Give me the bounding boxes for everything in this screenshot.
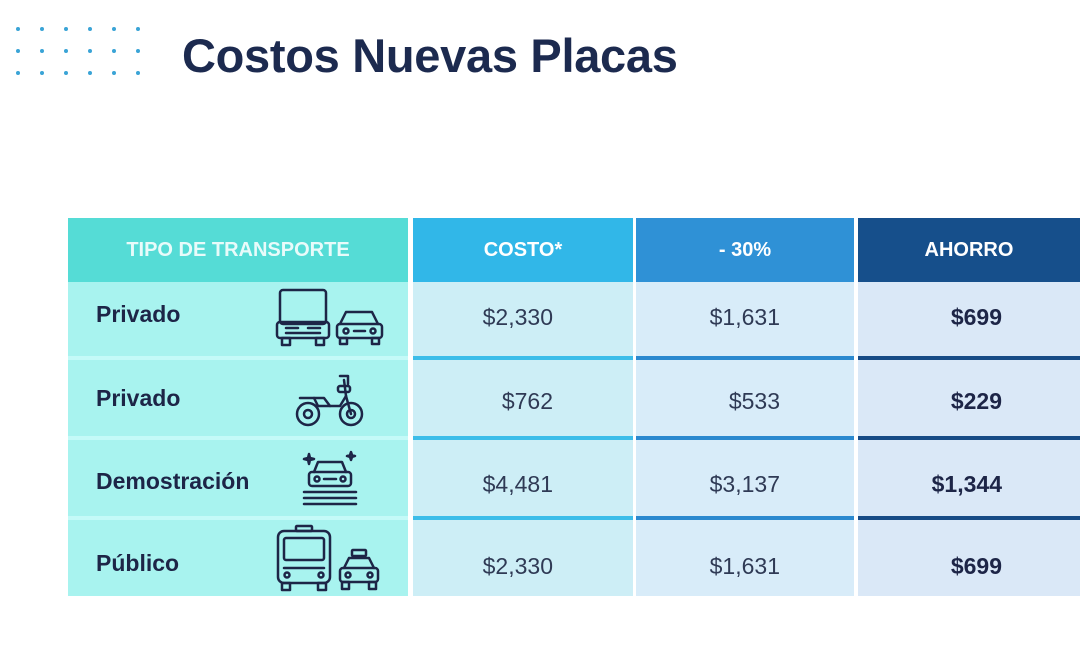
row-separator <box>636 516 854 520</box>
header-ahorro: AHORRO <box>858 218 1080 282</box>
row-1-tipo: Privado <box>96 301 181 327</box>
row-4-ahorro: $699 <box>950 553 1002 579</box>
row-1-costo: $2,330 <box>482 304 553 330</box>
row-separator <box>413 436 633 440</box>
row-separator <box>68 356 408 360</box>
row-4-costo: $2,330 <box>482 553 553 579</box>
row-separator <box>636 356 854 360</box>
row-separator <box>636 436 854 440</box>
row-separator <box>68 516 408 520</box>
bus-and-taxi-icon <box>274 524 386 592</box>
header-costo: COSTO* <box>413 218 633 282</box>
truck-and-car-icon <box>274 286 386 348</box>
row-2-descuento: $533 <box>728 388 780 414</box>
row-3-ahorro: $1,344 <box>931 471 1002 497</box>
row-separator <box>68 436 408 440</box>
row-2-costo: $762 <box>501 388 553 414</box>
row-2-tipo: Privado <box>96 385 181 411</box>
header-tipo: TIPO DE TRANSPORTE <box>68 218 408 282</box>
row-1-descuento: $1,631 <box>709 304 780 330</box>
row-4-tipo: Público <box>96 550 180 576</box>
row-separator <box>858 356 1080 360</box>
row-separator <box>858 516 1080 520</box>
motorcycle-icon <box>294 372 366 430</box>
row-2-ahorro: $229 <box>950 388 1002 414</box>
row-3-tipo: Demostración <box>96 468 250 494</box>
row-separator <box>413 516 633 520</box>
row-3-costo: $4,481 <box>482 471 553 497</box>
row-1-ahorro: $699 <box>950 304 1002 330</box>
page-title: Costos Nuevas Placas <box>182 29 678 82</box>
header-descuento: - 30% <box>636 218 854 282</box>
row-separator <box>413 356 633 360</box>
row-separator <box>858 436 1080 440</box>
showroom-car-icon <box>301 450 359 506</box>
costs-table: TIPO DE TRANSPORTE COSTO* - 30% AHORRO P… <box>68 218 1080 596</box>
row-4-descuento: $1,631 <box>709 553 780 579</box>
row-3-descuento: $3,137 <box>709 471 780 497</box>
dots-decoration-icon <box>16 27 156 87</box>
